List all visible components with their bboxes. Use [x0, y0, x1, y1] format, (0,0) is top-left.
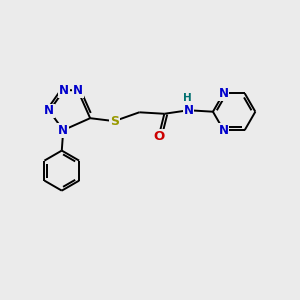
Text: S: S: [110, 115, 119, 128]
Text: N: N: [184, 104, 194, 117]
Text: O: O: [153, 130, 165, 143]
Text: N: N: [58, 124, 68, 137]
Text: N: N: [218, 87, 229, 100]
Text: H: H: [183, 93, 191, 103]
Text: N: N: [73, 84, 83, 97]
Text: N: N: [59, 84, 69, 97]
Text: N: N: [44, 104, 54, 118]
Text: N: N: [218, 124, 229, 136]
